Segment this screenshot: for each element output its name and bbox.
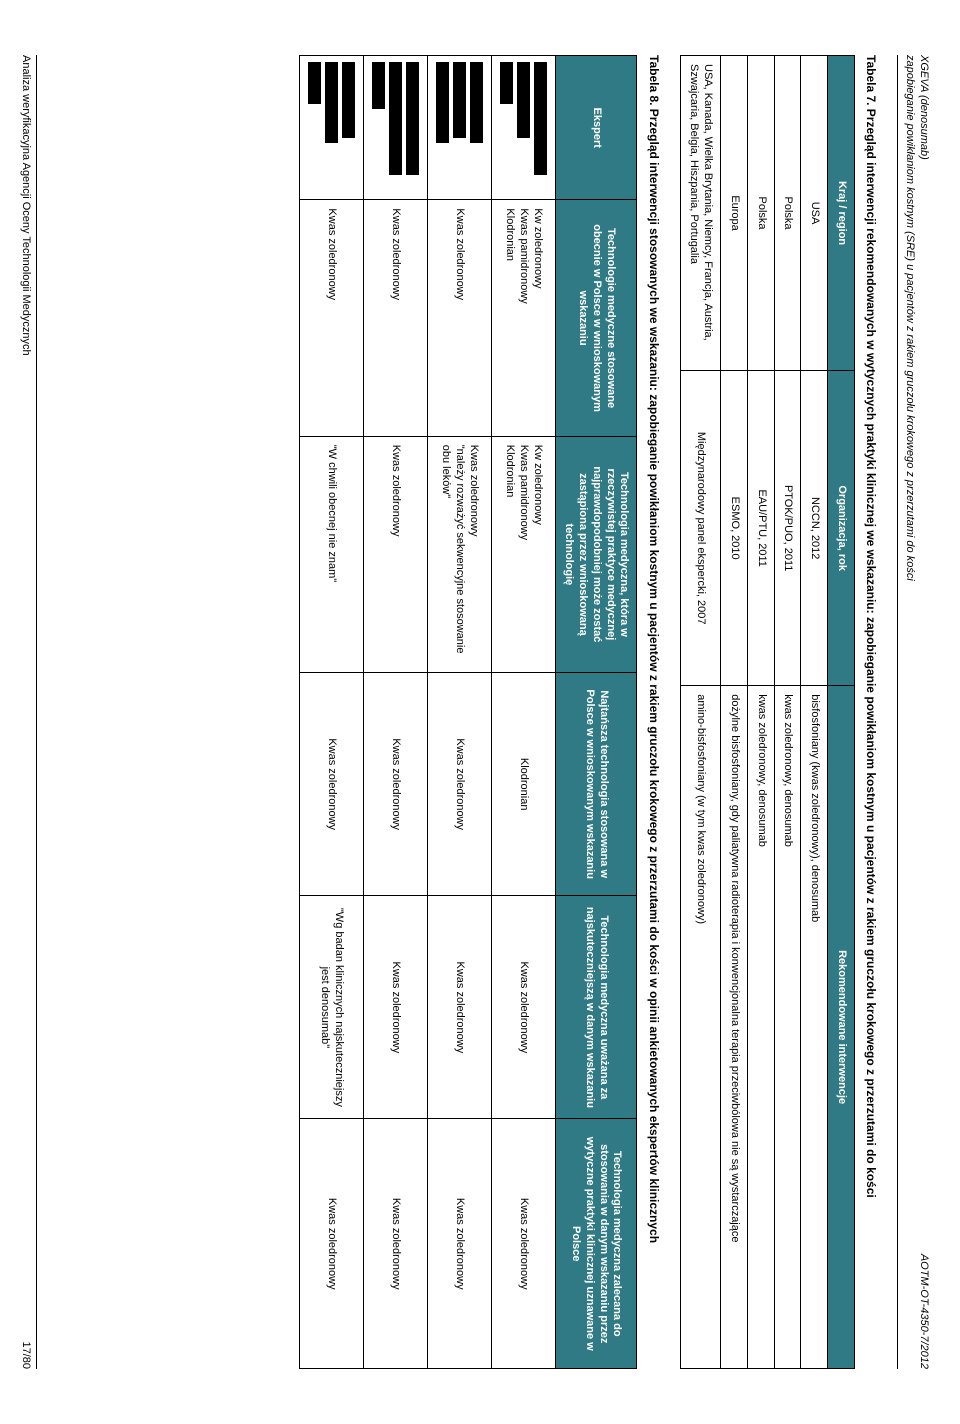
footer-page-number: 17/80: [20, 1341, 32, 1369]
table8-col-replaced: Technologia medyczna, która w rzeczywist…: [555, 436, 637, 672]
table-row: Polska EAU/PTU, 2011 kwas zoledronowy, d…: [747, 56, 774, 1369]
cell-value: Kwas zoledronowy: [299, 673, 363, 896]
cell-org: ESMO, 2010: [721, 371, 748, 686]
table8: Ekspert Technologie medyczne stosowane o…: [299, 55, 638, 1369]
cell-value: "Wg badan klinicznych najskuteczniejszy …: [299, 896, 363, 1119]
cell-org: Międzynarodowy panel ekspercki, 2007: [680, 371, 721, 686]
table8-col-cheapest: Najtańsza technologia stosowana w Polsce…: [555, 673, 637, 896]
header-subtitle: zapobieganie powikłaniom kostnym (SRE) u…: [904, 55, 916, 581]
cell-value: Kwas zoledronowy: [491, 896, 555, 1119]
cell-value: Kwas zoledronowy: [363, 673, 427, 896]
table8-caption: Tabela 8. Przegląd interwencji stosowany…: [645, 55, 661, 1369]
table7-col-interventions: Rekomendowane interwencje: [828, 686, 855, 1369]
cell-expert-redacted: [427, 56, 491, 200]
table8-col-recommended: Technologia medyczna zalecana do stosowa…: [555, 1119, 637, 1369]
table7: Kraj / region Organizacja, rok Rekomendo…: [680, 55, 855, 1369]
cell-interv: kwas zoledronowy, denosumab: [774, 686, 801, 1369]
redaction-bar: [500, 62, 513, 104]
table7-col-region: Kraj / region: [828, 56, 855, 371]
table-row: Kwas zoledronowyKwas zoledronowyKwas zol…: [363, 56, 427, 1369]
cell-region: Polska: [747, 56, 774, 371]
cell-value: Kwas zoledronowy: [491, 1119, 555, 1369]
table-row: Europa ESMO, 2010 dożylne bisfosfoniany,…: [721, 56, 748, 1369]
cell-org: NCCN, 2012: [801, 371, 828, 686]
cell-interv: kwas zoledronowy, denosumab: [747, 686, 774, 1369]
redaction-bar: [517, 62, 530, 138]
table8-col-effective: Technologia medyczna uważana za najskute…: [555, 896, 637, 1119]
table8-col-expert: Ekspert: [555, 56, 637, 200]
cell-expert-redacted: [491, 56, 555, 200]
table-row: USA NCCN, 2012 bisfosfoniany (kwas zoled…: [801, 56, 828, 1369]
cell-org: PTOK/PUO, 2011: [774, 371, 801, 686]
cell-expert-redacted: [363, 56, 427, 200]
table-row: Polska PTOK/PUO, 2011 kwas zoledronowy, …: [774, 56, 801, 1369]
cell-region: Europa: [721, 56, 748, 371]
cell-value: "W chwili obecnej nie znam": [299, 436, 363, 672]
cell-value: Klodronian: [491, 673, 555, 896]
page-header: XGEVA (denosumab) zapobieganie powikłani…: [904, 55, 930, 1369]
table-row: Kwas zoledronowy"W chwili obecnej nie zn…: [299, 56, 363, 1369]
cell-value: Kwas zoledronowy: [427, 200, 491, 436]
cell-expert-redacted: [299, 56, 363, 200]
redaction-bar: [389, 62, 402, 175]
cell-interv: bisfosfoniany (kwas zoledronowy), denosu…: [801, 686, 828, 1369]
table-row: Kw zoledronowy Kwas pamidronowy Klodroni…: [491, 56, 555, 1369]
table-row: USA, Kanada, Wielka Brytania, Niemcy, Fr…: [680, 56, 721, 1369]
table7-header-row: Kraj / region Organizacja, rok Rekomendo…: [828, 56, 855, 1369]
cell-value: Kwas zoledronowy: [299, 1119, 363, 1369]
cell-value: Kwas zoledronowy: [427, 673, 491, 896]
footer-rule: [36, 55, 37, 1369]
redaction-bar: [372, 62, 385, 109]
cell-value: Kwas zoledronowy "należy rozważyć sekwen…: [427, 436, 491, 672]
cell-region: USA, Kanada, Wielka Brytania, Niemcy, Fr…: [680, 56, 721, 371]
redaction-bar: [534, 62, 547, 175]
redaction-bar: [453, 62, 466, 138]
cell-org: EAU/PTU, 2011: [747, 371, 774, 686]
redaction-bar: [470, 62, 483, 143]
header-rule: [897, 55, 898, 1369]
header-doc-id: AOTM-OT-4350-7/2012: [904, 1254, 930, 1369]
cell-value: Kwas zoledronowy: [363, 896, 427, 1119]
cell-value: Kwas zoledronowy: [299, 200, 363, 436]
cell-value: Kw zoledronowy Kwas pamidronowy Klodroni…: [491, 200, 555, 436]
cell-value: Kwas zoledronowy: [427, 896, 491, 1119]
redaction-bar: [406, 62, 419, 175]
cell-value: Kwas zoledronowy: [363, 200, 427, 436]
page: XGEVA (denosumab) zapobieganie powikłani…: [0, 0, 960, 1424]
cell-interv: amino-bisfosfoniany (w tym kwas zoledron…: [680, 686, 721, 1369]
redaction-bar: [436, 62, 449, 143]
redaction-bar: [308, 62, 321, 104]
table8-col-current: Technologie medyczne stosowane obecnie w…: [555, 200, 637, 436]
cell-region: USA: [801, 56, 828, 371]
header-left: XGEVA (denosumab) zapobieganie powikłani…: [904, 55, 930, 581]
table8-header-row: Ekspert Technologie medyczne stosowane o…: [555, 56, 637, 1369]
redaction-bar: [342, 62, 355, 138]
table-row: Kwas zoledronowyKwas zoledronowy "należy…: [427, 56, 491, 1369]
cell-interv: dożylne bisfosfoniany, gdy paliatywna ra…: [721, 686, 748, 1369]
redaction-bar: [325, 62, 338, 143]
cell-value: Kwas zoledronowy: [363, 436, 427, 672]
page-footer: Analiza weryfikacyjna Agencji Oceny Tech…: [20, 55, 37, 1369]
header-title: XGEVA (denosumab): [918, 55, 930, 581]
cell-value: Kw zoledronowy Kwas pamidronowy Klodroni…: [491, 436, 555, 672]
cell-value: Kwas zoledronowy: [363, 1119, 427, 1369]
cell-value: Kwas zoledronowy: [427, 1119, 491, 1369]
table7-caption: Tabela 7. Przegląd interwencji rekomendo…: [863, 55, 879, 1369]
footer-left: Analiza weryfikacyjna Agencji Oceny Tech…: [20, 55, 32, 356]
cell-region: Polska: [774, 56, 801, 371]
table7-col-org: Organizacja, rok: [828, 371, 855, 686]
